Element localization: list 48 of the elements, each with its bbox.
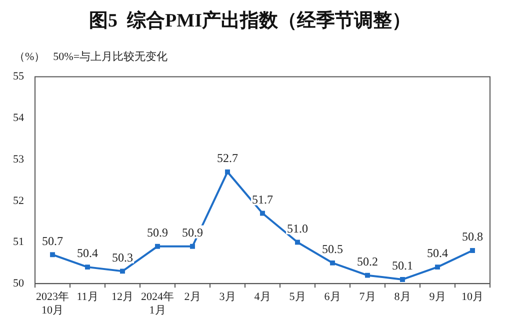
text: 50.1 xyxy=(392,258,413,273)
x-tick-label: 2月 xyxy=(184,291,201,304)
x-tick-label: 2024年 1月 xyxy=(141,291,174,316)
text: 52.7 xyxy=(217,151,238,166)
x-tick-label: 7月 xyxy=(359,291,376,304)
point xyxy=(435,264,440,270)
y-tick-label: 51 xyxy=(13,236,24,248)
y-axis-title: （%） xyxy=(14,51,46,64)
text: 50.3 xyxy=(112,250,133,264)
point xyxy=(260,210,265,216)
chart-title: 图5 综合PMI产出指数（经季节调整） xyxy=(89,9,411,32)
point xyxy=(50,252,55,258)
text: 51.0 xyxy=(287,221,308,236)
point xyxy=(120,268,125,274)
point xyxy=(400,276,405,282)
text: 50.5 xyxy=(322,242,343,256)
point xyxy=(295,240,300,245)
text: 50.9 xyxy=(147,226,168,240)
text: 50.8 xyxy=(462,230,483,244)
point xyxy=(330,260,335,266)
x-tick-label: 10月 xyxy=(462,291,484,304)
text: 50.4 xyxy=(77,246,98,260)
point xyxy=(155,244,160,249)
text: 51.7 xyxy=(252,192,273,206)
x-tick-label: 5月 xyxy=(289,291,306,304)
point xyxy=(85,264,90,270)
x-tick-label: 9月 xyxy=(429,291,446,304)
y-tick-label: 52 xyxy=(13,194,24,207)
text: 50.9 xyxy=(182,226,203,240)
y-tick-label: 55 xyxy=(13,70,24,83)
point xyxy=(470,248,475,253)
x-tick-label: 4月 xyxy=(254,291,271,304)
point xyxy=(225,169,230,174)
y-tick-label: 54 xyxy=(13,112,24,124)
text: 50.4 xyxy=(427,246,448,260)
x-tick-label: 2023年 10月 xyxy=(36,291,69,316)
point xyxy=(365,272,370,278)
point xyxy=(190,244,195,249)
y-tick-label: 53 xyxy=(13,153,24,166)
text: 50.2 xyxy=(357,254,378,268)
x-tick-label: 8月 xyxy=(394,291,411,304)
text: 50.7 xyxy=(42,234,63,248)
text: 50%=与上月比较无变化 xyxy=(53,50,168,64)
y-tick-label: 50 xyxy=(13,277,24,290)
x-tick-label: 11月 xyxy=(76,291,98,304)
x-tick-label: 12月 xyxy=(112,291,134,304)
x-tick-label: 6月 xyxy=(324,291,341,304)
x-tick-label: 3月 xyxy=(219,291,236,304)
